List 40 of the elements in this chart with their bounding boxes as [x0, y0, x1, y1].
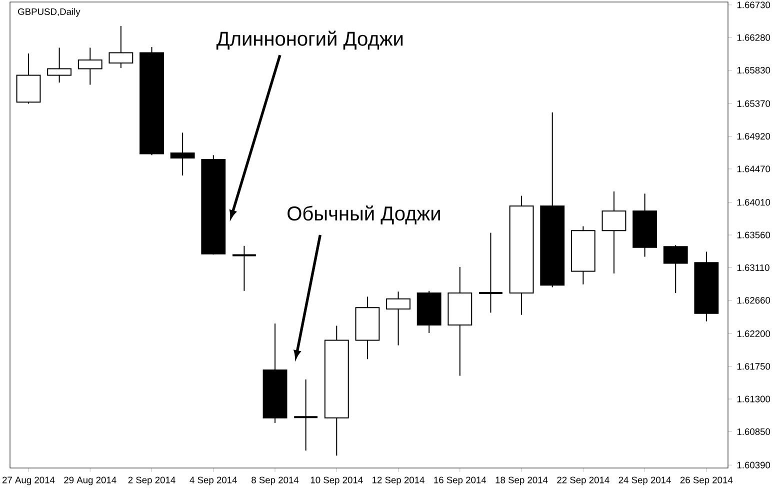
- y-tick-label: 1.66280: [737, 34, 770, 41]
- annotation: Длинноногий Доджи: [216, 30, 403, 50]
- candlestick: [478, 232, 504, 314]
- y-tick-label: 1.60850: [737, 428, 770, 435]
- y-tick-label: 1.61300: [737, 396, 770, 402]
- y-tick-label: 1.64920: [737, 132, 770, 140]
- y-tick-label: 1.61750: [737, 363, 770, 370]
- text: GBPUSD,Daily: [18, 8, 80, 17]
- x-tick-label: 12 Sep 2014: [372, 476, 424, 486]
- x-tick-label: 10 Sep 2014: [310, 476, 363, 486]
- x-tick-label: 24 Sep 2014: [618, 476, 671, 486]
- x-tick-label: 29 Aug 2014: [64, 476, 116, 486]
- candlestick: [231, 245, 257, 292]
- y-tick-label: 1.66730: [737, 2, 770, 8]
- y-tick-label: 1.62660: [737, 297, 770, 304]
- candlestick: [293, 378, 319, 452]
- y-tick-label: 1.63110: [737, 264, 770, 271]
- y-tick-label: 1.62200: [737, 330, 770, 337]
- y-tick-label: 1.65370: [737, 100, 770, 107]
- candlestick: [78, 47, 102, 86]
- candlestick: [663, 244, 688, 294]
- candlestick: [47, 47, 72, 84]
- candlestick: [108, 25, 134, 69]
- annotation: Обычный Доджи: [288, 206, 440, 224]
- candlestick: [170, 132, 195, 176]
- x-tick-label: 27 Aug 2014: [2, 476, 55, 486]
- x-tick-label: 16 Sep 2014: [434, 476, 486, 486]
- x-tick-label: 22 Sep 2014: [557, 476, 610, 486]
- y-tick-label: 1.60390: [737, 462, 770, 468]
- y-tick-label: 1.64470: [737, 166, 770, 172]
- y-tick-label: 1.64010: [737, 199, 770, 206]
- candlestick: [602, 190, 626, 274]
- candlestick: [386, 291, 410, 346]
- y-tick-label: 1.63560: [737, 232, 770, 238]
- y-tick-label: 1.65830: [737, 66, 770, 74]
- x-tick-label: 4 Sep 2014: [190, 476, 237, 486]
- x-tick-label: 8 Sep 2014: [252, 476, 299, 486]
- x-tick-label: 26 Sep 2014: [680, 476, 733, 486]
- x-tick-label: 2 Sep 2014: [128, 476, 176, 486]
- x-tick-label: 18 Sep 2014: [496, 476, 548, 486]
